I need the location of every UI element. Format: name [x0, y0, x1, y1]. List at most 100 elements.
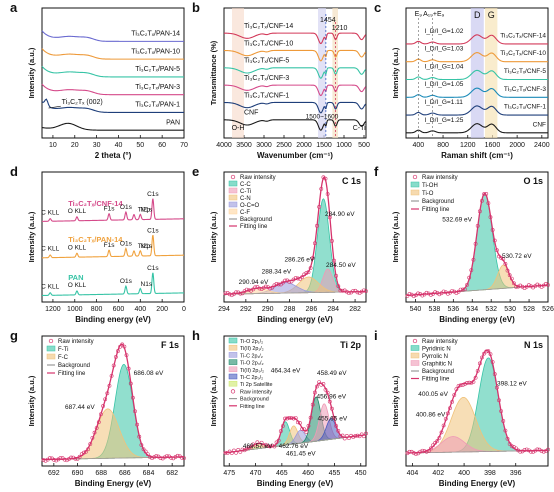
raw-point [308, 415, 313, 420]
legend-label: Ti-O 2p₃/₂ [240, 361, 264, 367]
raw-point [312, 241, 317, 246]
plot-frame [41, 171, 185, 303]
raw-point [445, 411, 450, 416]
raw-point [364, 431, 368, 436]
legend-label: Raw intensity [240, 175, 276, 181]
raw-point [443, 416, 448, 421]
x-axis-label: Binding energy (eV) [439, 315, 515, 324]
raw-point [529, 284, 533, 289]
legend: Raw intensity Ti-OH Ti-O Background Fitting … [410, 174, 458, 213]
plot-frame [223, 171, 367, 303]
raw-point [229, 293, 234, 298]
legend-label: Graphitic N [422, 362, 452, 368]
raw-point [526, 448, 531, 453]
raw-point [340, 288, 345, 293]
legend-label: Raw intensity [422, 339, 458, 345]
raw-point [537, 283, 542, 288]
raw-point [433, 441, 438, 445]
raw-point [272, 283, 277, 288]
raw-point [266, 285, 270, 290]
legend-swatch [228, 352, 238, 358]
component-peak [41, 408, 185, 460]
raw-point [338, 434, 343, 438]
raw-point [249, 445, 253, 450]
peak-label: N1s [141, 243, 153, 250]
raw-point [289, 279, 294, 284]
panel-h: h 475 470 465 460 455 450 Binding Energy (eV) In… [192, 328, 368, 488]
y-axis-label: Intensity (a.u.) [209, 211, 218, 262]
raw-point [156, 454, 161, 459]
legend-swatch [228, 208, 238, 215]
raw-point [306, 424, 311, 428]
raw-point [520, 449, 525, 454]
legend-swatch [228, 187, 238, 194]
x-tick-label: 282 [349, 306, 361, 313]
plot-area: Ti₃C₂Tₓ/PAN-14 Ti₃C₂Tₓ/PAN-10 Ti₃C₂Tₓ/PAN-… [41, 30, 184, 131]
raw-point [497, 398, 501, 403]
x-tick-label: 530 [504, 306, 516, 313]
series-label: Ti₃C₂Tₓ/PAN-1 [135, 102, 180, 109]
x-tick-label: 1500 [316, 142, 332, 149]
raw-point [492, 372, 497, 376]
legend-label: Ti-C 2p₃/₂ [240, 375, 263, 381]
raw-point [546, 283, 550, 287]
peak-label: O KLL [68, 282, 87, 289]
raw-point [232, 448, 236, 453]
x-tick-label: 50 [136, 142, 144, 149]
panel-d: d 1200 1000 800 600 400 200 0 Binding energy (eV… [10, 164, 186, 324]
raw-point [426, 291, 431, 296]
legend-label: Ti(II) 2p₁/₂ [240, 346, 264, 352]
raw-point [133, 409, 137, 414]
raw-point [295, 276, 300, 281]
raw-point [272, 444, 277, 449]
series-line [41, 30, 184, 42]
series-line [41, 272, 185, 297]
raw-point [236, 447, 241, 452]
raw-point [428, 446, 433, 451]
plot-area: 284.90 eV 284.50 eV 286.26 eV 288.34 eV 290.… [223, 174, 368, 298]
x-tick-label: 688 [95, 470, 107, 477]
x-tick-label: 500 [358, 142, 370, 149]
x-tick-label: 1000 [67, 306, 83, 313]
raw-point [278, 282, 283, 287]
raw-point [56, 457, 61, 462]
raw-point [255, 285, 260, 289]
raw-point [283, 416, 287, 421]
peak-value-label: 456.96 eV [316, 393, 346, 400]
legend-label: Fitting line [422, 377, 450, 383]
raw-point [477, 361, 482, 366]
legend-swatch [412, 174, 418, 180]
raw-point [323, 387, 328, 392]
raw-point [409, 292, 414, 297]
raw-point [431, 443, 435, 448]
panel-g: g 692 690 688 686 684 682 Binding Energy (eV) In… [10, 328, 186, 488]
raw-point [347, 436, 351, 440]
band-label: A₁₉+E₉ [423, 11, 445, 18]
raw-point [520, 284, 525, 289]
series-label: Ti₃C₂Tₓ/PAN-14 [131, 31, 180, 38]
raw-point [234, 450, 238, 455]
x-tick-label: 404 [407, 470, 419, 477]
raw-point [409, 449, 414, 454]
series-label: Ti₃C₂Tₓ/PAN-14 [68, 235, 123, 244]
raw-point [141, 447, 146, 452]
raw-point [340, 433, 345, 438]
raw-point [148, 455, 152, 459]
raw-point [240, 291, 245, 296]
legend: Raw intensity F-Ti F-C Background Fitting li… [46, 338, 94, 377]
raw-point [315, 223, 319, 228]
raw-point [325, 192, 330, 196]
x-tick-label: 3500 [236, 142, 252, 149]
raw-point [332, 416, 336, 420]
raw-point [505, 268, 510, 273]
legend-swatch [46, 353, 56, 360]
peak-label: C KLL [41, 283, 59, 290]
raw-point [435, 439, 440, 443]
raw-point [77, 454, 82, 459]
x-tick-label: 540 [410, 306, 422, 313]
raw-point [475, 223, 480, 228]
series-label: Ti₃C₂Tₓ/CNF-10 [500, 50, 546, 57]
x-tick-label: 1600 [485, 142, 501, 149]
